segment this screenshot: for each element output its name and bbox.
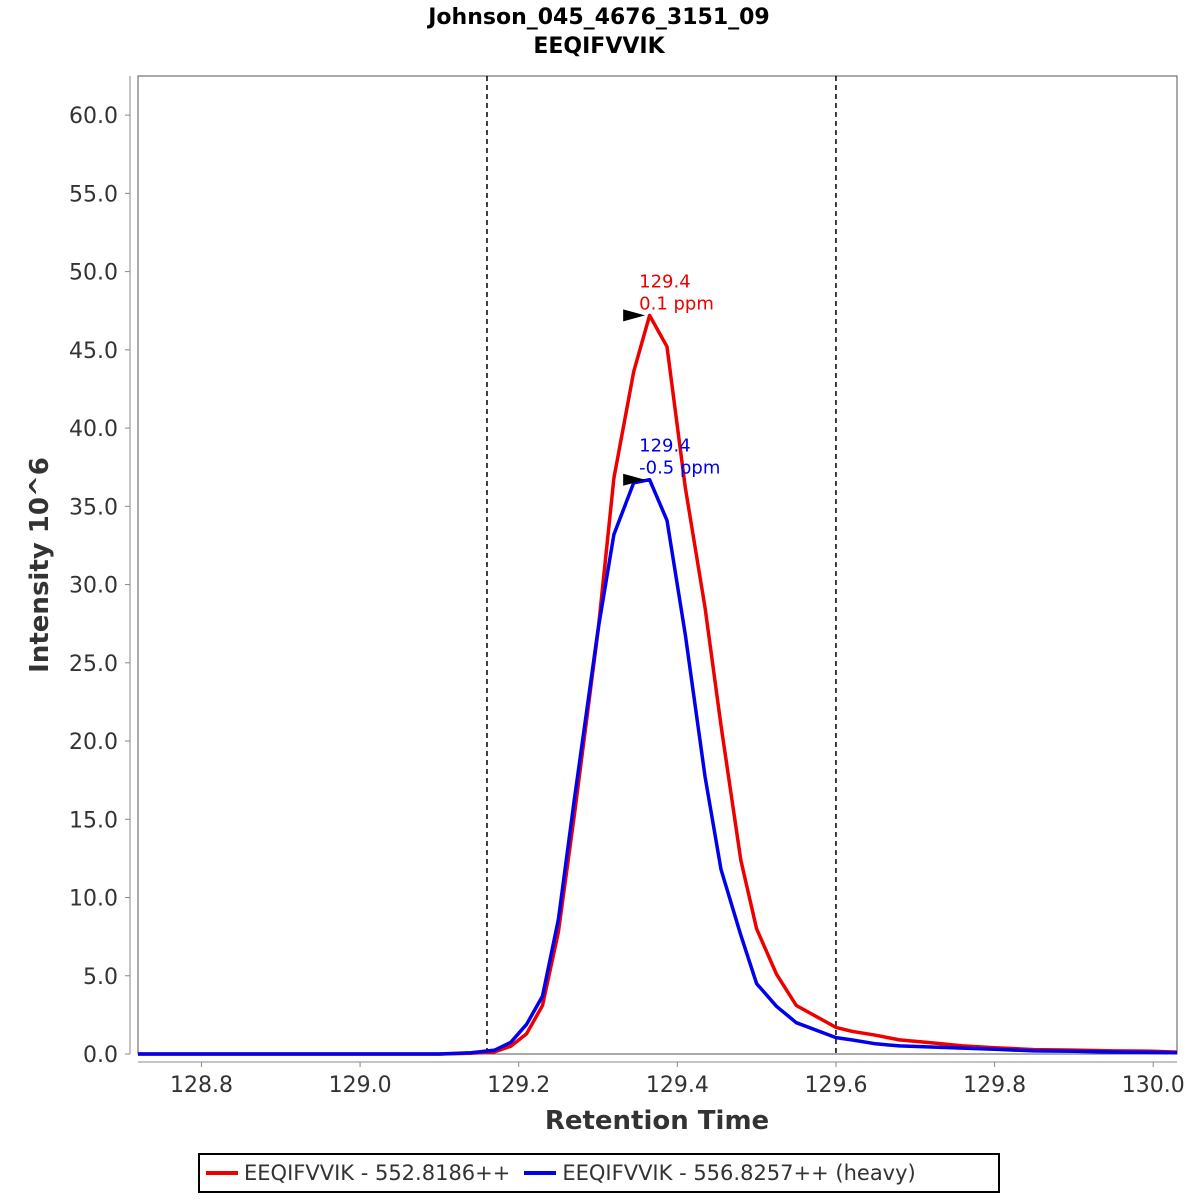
legend-swatch-red — [206, 1171, 238, 1175]
legend-swatch-blue — [524, 1171, 557, 1175]
chart-title: Johnson_045_4676_3151_09 — [426, 5, 770, 30]
chart-subtitle: EEQIFVVIK — [533, 34, 665, 59]
y-axis: 0.0 5.0 10.0 15.0 20.0 25.0 30.0 35.0 40.0 45.0 50… — [69, 76, 131, 1068]
x-tick-label: 129.0 — [329, 1073, 392, 1098]
series-line-light — [138, 313, 1178, 1056]
legend: EEQIFVVIK - 552.8186++ EEQIFVVIK - 556.8… — [198, 1153, 1000, 1193]
y-axis-title: Intensity 10^6 — [25, 457, 55, 673]
y-tick-label: 50.0 — [69, 261, 118, 286]
legend-label-heavy: EEQIFVVIK - 556.8257++ (heavy) — [562, 1161, 916, 1185]
legend-item-heavy: EEQIFVVIK - 556.8257++ (heavy) — [524, 1161, 916, 1185]
x-tick-label: 129.4 — [646, 1073, 709, 1098]
peak-annotation-text: 129.4 — [639, 271, 691, 292]
y-tick-label: 20.0 — [69, 730, 118, 755]
peak-annotation-text: 0.1 ppm — [639, 293, 714, 314]
y-tick-label: 30.0 — [69, 574, 118, 599]
y-tick-label: 60.0 — [69, 104, 118, 129]
x-tick-label: 128.8 — [170, 1073, 233, 1098]
x-tick-label: 129.2 — [487, 1073, 550, 1098]
peak-annotation-text: 129.4 — [639, 436, 691, 457]
y-tick-label: 0.0 — [83, 1043, 118, 1068]
y-tick-label: 25.0 — [69, 652, 118, 677]
x-axis: 128.8 129.0 129.2 129.4 129.6 129.8 130.0 — [138, 1061, 1185, 1098]
y-tick-label: 45.0 — [69, 339, 118, 364]
series-layer — [138, 313, 1178, 1056]
x-axis-title: Retention Time — [545, 1106, 769, 1136]
peak-annotation-text: -0.5 ppm — [639, 458, 720, 479]
peak-marker-arrow — [623, 473, 646, 486]
legend-label-light: EEQIFVVIK - 552.8186++ — [244, 1161, 511, 1185]
y-tick-label: 35.0 — [69, 495, 118, 520]
legend-item-light: EEQIFVVIK - 552.8186++ — [206, 1161, 510, 1185]
x-tick-label: 129.6 — [804, 1073, 867, 1098]
x-tick-label: 130.0 — [1122, 1073, 1185, 1098]
integration-boundaries — [486, 76, 837, 1054]
y-tick-label: 5.0 — [83, 965, 118, 990]
series-line-heavy — [138, 477, 1178, 1056]
plot-area — [137, 75, 1178, 1055]
x-tick-label: 129.8 — [963, 1073, 1026, 1098]
y-tick-label: 10.0 — [69, 887, 118, 912]
y-tick-label: 40.0 — [69, 417, 118, 442]
y-tick-label: 55.0 — [69, 182, 118, 207]
peak-marker-arrow — [623, 309, 646, 322]
y-tick-label: 15.0 — [69, 808, 118, 833]
